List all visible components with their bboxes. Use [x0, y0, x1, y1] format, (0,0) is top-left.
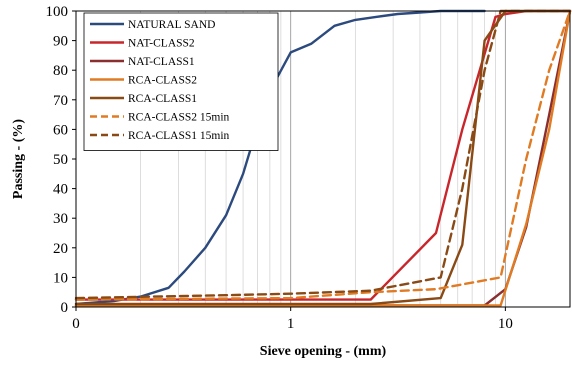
y-tick-label: 0: [61, 300, 69, 316]
legend-label: RCA-CLASS1: [128, 93, 197, 105]
y-axis-title: Passing - (%): [11, 119, 26, 199]
legend-label: RCA-CLASS2: [128, 75, 197, 87]
y-tick-label: 80: [53, 63, 68, 79]
x-tick-label: 0: [72, 316, 80, 332]
legend-box: [83, 12, 279, 151]
y-tick-label: 20: [53, 241, 68, 257]
y-tick-label: 90: [53, 34, 68, 50]
legend-label: NATURAL SAND: [128, 19, 215, 31]
y-tick-label: 50: [53, 152, 68, 168]
legend-label: RCA-CLASS2 15min: [128, 112, 230, 124]
y-tick-label: 30: [53, 211, 68, 227]
x-axis-title: Sieve opening - (mm): [260, 344, 387, 359]
y-tick-label: 10: [53, 270, 68, 286]
y-tick-label: 70: [53, 93, 68, 109]
legend-label: RCA-CLASS1 15min: [128, 130, 230, 142]
legend-label: NAT-CLASS1: [128, 56, 195, 68]
x-tick-label: 10: [498, 316, 513, 332]
y-tick-label: 40: [53, 182, 68, 198]
tick-layer: 0 10 20 30 40 50 60 70 80 90 100 0 1 10: [46, 4, 513, 332]
series-line: [74, 9, 572, 301]
x-tick-label: 1: [287, 316, 295, 332]
legend-label: NAT-CLASS2: [128, 38, 195, 50]
legend: NATURAL SAND NAT-CLASS2 NAT-CLASS1 RCA-CLAS…: [83, 12, 279, 151]
y-tick-label: 100: [46, 4, 69, 20]
series-line: [74, 9, 572, 307]
y-tick-label: 60: [53, 122, 68, 138]
series-line: [74, 9, 572, 300]
